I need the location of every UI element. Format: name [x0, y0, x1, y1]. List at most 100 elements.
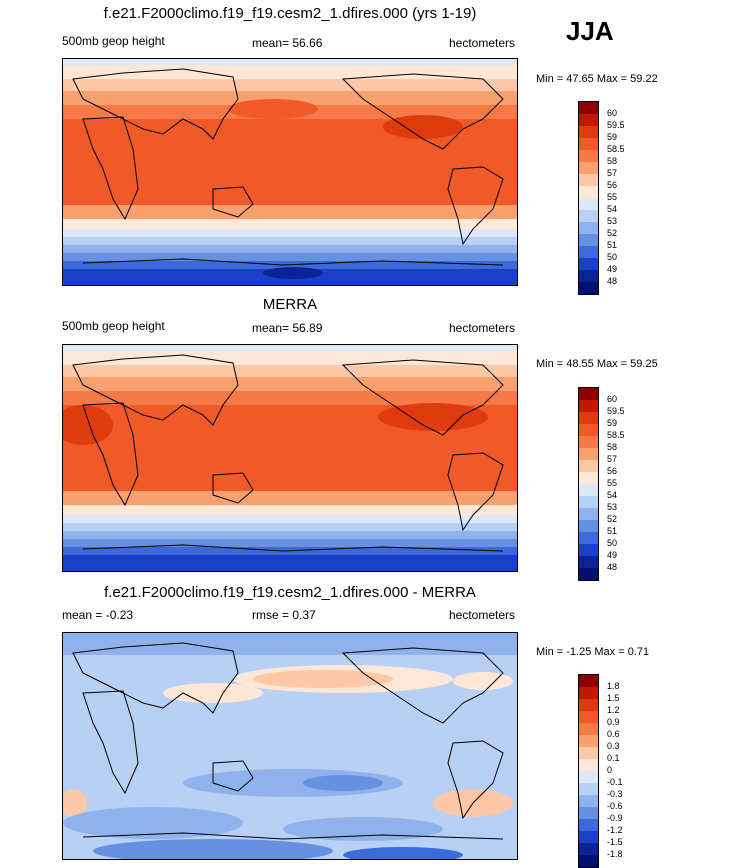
panel-3-rmse-label: rmse = 0.37	[252, 608, 316, 622]
colorbar-tick-label: 52	[607, 228, 618, 238]
colorbar-swatch	[579, 723, 598, 735]
colorbar-swatch	[579, 246, 598, 258]
colorbar-swatch	[579, 532, 598, 544]
panel-2-title: MERRA	[262, 296, 318, 313]
colorbar-swatch	[579, 759, 598, 771]
colorbar-tick-label: 0.9	[607, 717, 620, 727]
colorbar-tick-label: 53	[607, 216, 618, 226]
colorbar-tick-label: 51	[607, 240, 618, 250]
colorbar-tick-label: 58	[607, 156, 618, 166]
colorbar-tick-label: -1.2	[607, 825, 623, 835]
colorbar-tick-label: 49	[607, 550, 618, 560]
colorbar-swatch	[579, 198, 598, 210]
colorbar-tick-label: 59	[607, 132, 618, 142]
colorbar-swatch	[579, 258, 598, 270]
colorbar-tick-label: 54	[607, 490, 618, 500]
colorbar-tick-label: 56	[607, 466, 618, 476]
season-label: JJA	[566, 16, 614, 46]
colorbar-swatch	[579, 424, 598, 436]
panel-1-map	[62, 58, 518, 286]
colorbar-tick-label: 51	[607, 526, 618, 536]
panel-3-mean-label: mean = -0.23	[62, 608, 134, 622]
panel-1-colorbar	[578, 101, 599, 295]
panel-1-min-max: Min = 47.65 Max = 59.22	[536, 73, 658, 85]
colorbar-swatch	[579, 484, 598, 496]
colorbar-swatch	[579, 687, 598, 699]
colorbar-tick-label: 59	[607, 418, 618, 428]
colorbar-swatch	[579, 472, 598, 484]
colorbar-tick-label: 58	[607, 442, 618, 452]
colorbar-swatch	[579, 675, 598, 687]
colorbar-swatch	[579, 747, 598, 759]
colorbar-swatch	[579, 186, 598, 198]
colorbar-tick-label: 48	[607, 562, 618, 572]
colorbar-swatch	[579, 544, 598, 556]
colorbar-swatch	[579, 174, 598, 186]
panel-1-field-label: 500mb geop height	[62, 34, 165, 48]
colorbar-tick-label: 57	[607, 168, 618, 178]
colorbar-swatch	[579, 234, 598, 246]
colorbar-swatch	[579, 783, 598, 795]
colorbar-swatch	[579, 282, 598, 294]
panel-2-map	[62, 344, 518, 572]
colorbar-swatch	[579, 114, 598, 126]
colorbar-swatch	[579, 400, 598, 412]
colorbar-swatch	[579, 222, 598, 234]
panel-3-units-label: hectometers	[449, 608, 516, 622]
colorbar-tick-label: -0.6	[607, 801, 623, 811]
panel-2-units-label: hectometers	[449, 321, 516, 335]
colorbar-tick-label: 50	[607, 538, 618, 548]
colorbar-tick-label: 59.5	[607, 120, 625, 130]
colorbar-swatch	[579, 162, 598, 174]
colorbar-swatch	[579, 843, 598, 855]
panel-3-map	[62, 632, 518, 860]
colorbar-tick-label: 58.5	[607, 144, 625, 154]
colorbar-tick-label: 49	[607, 264, 618, 274]
colorbar-swatch	[579, 412, 598, 424]
colorbar-swatch	[579, 831, 598, 843]
colorbar-tick-label: 60	[607, 108, 618, 118]
panel-1-mean-label: mean= 56.66	[252, 36, 323, 50]
colorbar-swatch	[579, 735, 598, 747]
colorbar-swatch	[579, 388, 598, 400]
colorbar-swatch	[579, 102, 598, 114]
colorbar-tick-label: 1.2	[607, 705, 620, 715]
colorbar-tick-label: 54	[607, 204, 618, 214]
colorbar-swatch	[579, 795, 598, 807]
colorbar-swatch	[579, 819, 598, 831]
panel-3-title: f.e21.F2000climo.f19_f19.cesm2_1.dfires.…	[104, 584, 476, 601]
colorbar-swatch	[579, 138, 598, 150]
colorbar-tick-label: 0.1	[607, 753, 620, 763]
colorbar-swatch	[579, 126, 598, 138]
colorbar-tick-label: 52	[607, 514, 618, 524]
colorbar-swatch	[579, 699, 598, 711]
colorbar-swatch	[579, 556, 598, 568]
colorbar-tick-label: 0.3	[607, 741, 620, 751]
colorbar-tick-label: 59.5	[607, 406, 625, 416]
panel-3-colorbar	[578, 674, 599, 868]
colorbar-swatch	[579, 855, 598, 867]
colorbar-swatch	[579, 520, 598, 532]
colorbar-swatch	[579, 807, 598, 819]
colorbar-tick-label: -0.3	[607, 789, 623, 799]
colorbar-swatch	[579, 270, 598, 282]
colorbar-swatch	[579, 150, 598, 162]
panel-2-mean-label: mean= 56.89	[252, 321, 323, 335]
colorbar-tick-label: -0.1	[607, 777, 623, 787]
colorbar-tick-label: 0	[607, 765, 613, 775]
colorbar-swatch	[579, 568, 598, 580]
colorbar-tick-label: -0.9	[607, 813, 623, 823]
colorbar-tick-label: 57	[607, 454, 618, 464]
panel-2-min-max: Min = 48.55 Max = 59.25	[536, 358, 658, 370]
colorbar-tick-label: -1.8	[607, 849, 623, 859]
colorbar-tick-label: 48	[607, 276, 618, 286]
colorbar-tick-label: 55	[607, 478, 618, 488]
colorbar-tick-label: 1.5	[607, 693, 620, 703]
colorbar-swatch	[579, 210, 598, 222]
colorbar-swatch	[579, 711, 598, 723]
colorbar-tick-label: 60	[607, 394, 618, 404]
colorbar-tick-label: 53	[607, 502, 618, 512]
colorbar-swatch	[579, 460, 598, 472]
colorbar-tick-label: 1.8	[607, 681, 620, 691]
panel-3-min-max: Min = -1.25 Max = 0.71	[536, 646, 650, 658]
